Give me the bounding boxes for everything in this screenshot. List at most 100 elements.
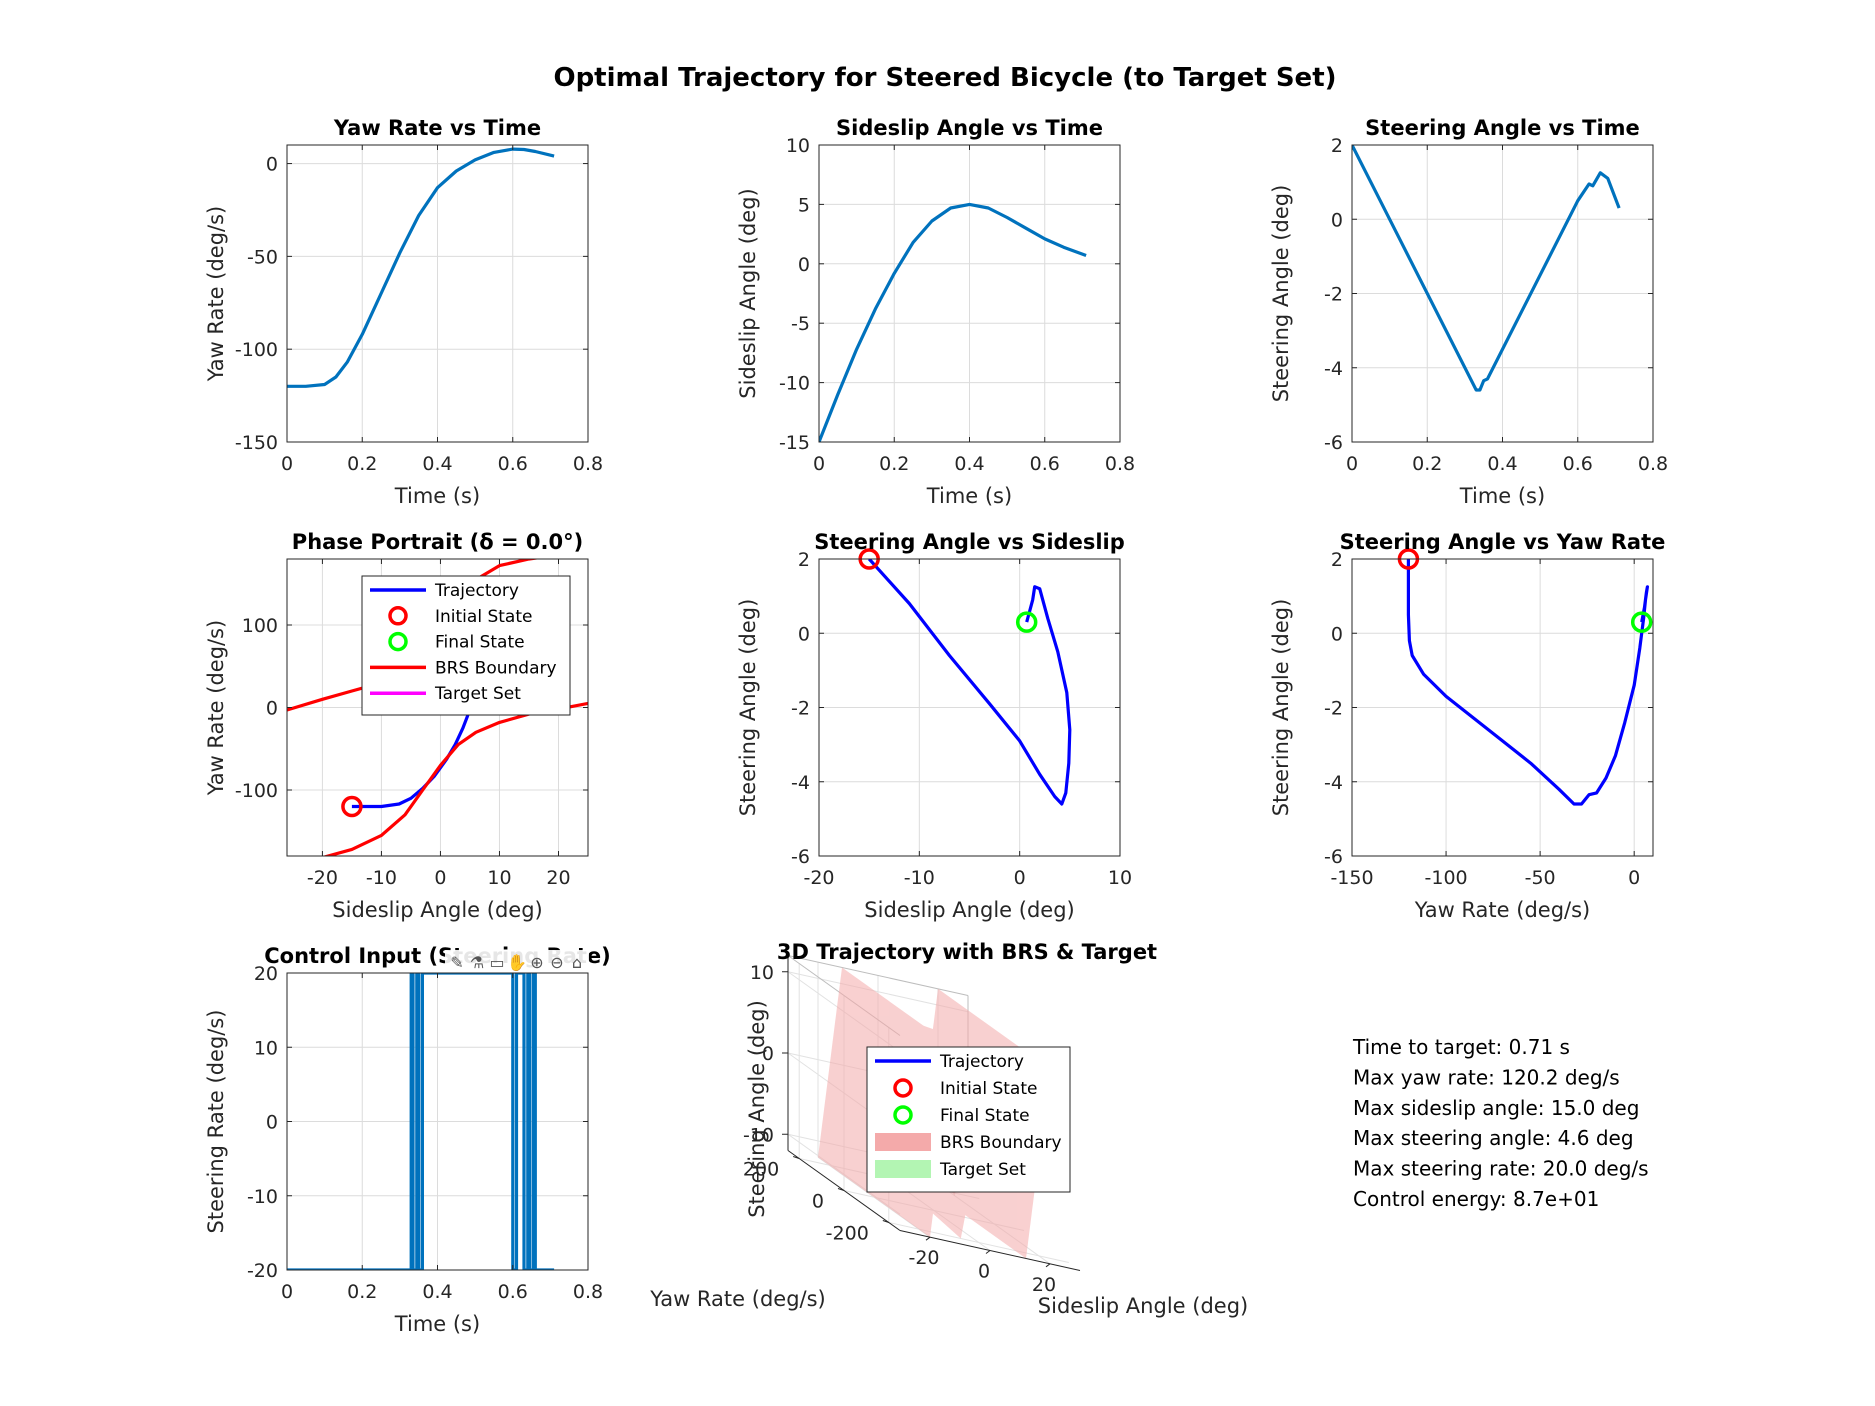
x-axis-label: Sideslip Angle (deg) bbox=[864, 898, 1074, 922]
x-tick-label: -100 bbox=[1425, 867, 1468, 889]
x-tick-label: 0 bbox=[978, 1261, 990, 1283]
axes-toolbar[interactable]: ✎ ⚗ ▭ ✋ ⊕ ⊖ ⌂ bbox=[445, 950, 589, 972]
y-tick-label: -6 bbox=[791, 846, 810, 868]
legend-entry: Final State bbox=[435, 633, 525, 653]
y-tick-label: -4 bbox=[1324, 358, 1343, 380]
final-state-marker bbox=[1630, 611, 1653, 633]
x-tick-label: 0.2 bbox=[879, 453, 909, 475]
x-tick-label: 0.8 bbox=[573, 453, 603, 475]
legend-entry: Initial State bbox=[940, 1079, 1037, 1099]
x-tick-label: 0.6 bbox=[1563, 453, 1593, 475]
legend-entry: Target Set bbox=[939, 1160, 1026, 1180]
y-tick-label: 0 bbox=[812, 1191, 824, 1213]
y-tick-label: 200 bbox=[743, 1159, 779, 1181]
y-axis-label: Steering Angle (deg) bbox=[736, 599, 760, 817]
x-tick-label: 0 bbox=[813, 453, 825, 475]
x-tick-label: -10 bbox=[366, 867, 397, 889]
svg-text:⌂: ⌂ bbox=[572, 953, 582, 972]
y-tick-label: -2 bbox=[1324, 284, 1343, 306]
y-tick-label: -4 bbox=[1324, 772, 1343, 794]
x-tick-label: 0.8 bbox=[573, 1281, 603, 1303]
y-axis-label: Steering Angle (deg) bbox=[1269, 599, 1293, 817]
x-tick-label: 10 bbox=[487, 867, 511, 889]
y-tick-label: -6 bbox=[1324, 432, 1343, 454]
summary-line: Time to target: 0.71 s bbox=[1352, 1035, 1570, 1059]
y-tick-label: 2 bbox=[1331, 135, 1343, 157]
y-tick-label: -10 bbox=[779, 373, 810, 395]
x-tick-label: 0 bbox=[1014, 867, 1026, 889]
y-axis-label: Yaw Rate (deg/s) bbox=[204, 206, 228, 382]
x-tick-label: 0.4 bbox=[954, 453, 984, 475]
x-tick-label: 20 bbox=[1032, 1274, 1056, 1296]
y-tick-label: 0 bbox=[798, 623, 810, 645]
y-tick-label: 10 bbox=[786, 135, 810, 157]
y-tick-label: -2 bbox=[1324, 698, 1343, 720]
legend-entry: BRS Boundary bbox=[435, 658, 557, 678]
panel-title: Phase Portrait (δ = 0.0°) bbox=[292, 530, 583, 554]
y-axis-label: Steering Rate (deg/s) bbox=[204, 1010, 228, 1234]
summary-line: Max steering rate: 20.0 deg/s bbox=[1353, 1157, 1649, 1181]
svg-text:✎: ✎ bbox=[450, 953, 463, 972]
x-tick-label: -20 bbox=[908, 1247, 939, 1269]
x-tick-label: 0.6 bbox=[498, 1281, 528, 1303]
x-tick-label: 0 bbox=[434, 867, 446, 889]
series-line-0 bbox=[287, 147, 555, 388]
y-tick-label: -100 bbox=[235, 339, 278, 361]
y-tick-label: 2 bbox=[1331, 549, 1343, 571]
x-tick-label: 0 bbox=[281, 1281, 293, 1303]
x-tick-label: 20 bbox=[546, 867, 570, 889]
steer-panel: 0 0.2 0.4 0.6 0.8 -6 -4 -2 0 2 Steering Angle vs T… bbox=[1269, 116, 1668, 508]
y-tick-label: -15 bbox=[779, 432, 810, 454]
y-tick-label: -150 bbox=[235, 432, 278, 454]
svg-text:⊖: ⊖ bbox=[550, 953, 563, 972]
brush-icon[interactable]: ✎ bbox=[450, 953, 463, 972]
restore-view-icon[interactable]: ▭ bbox=[489, 953, 504, 972]
y-tick-label: -4 bbox=[791, 772, 810, 794]
x-tick-label: 0.2 bbox=[1412, 453, 1442, 475]
legend: Trajectory Initial State Final State BRS Bo… bbox=[361, 575, 571, 716]
y-tick-label: 0 bbox=[266, 698, 278, 720]
zoom-out-icon[interactable]: ⊖ bbox=[550, 953, 563, 972]
y-axis-label: Steering Angle (deg) bbox=[1269, 185, 1293, 403]
figure-title: Optimal Trajectory for Steered Bicycle (… bbox=[553, 63, 1336, 93]
x-axis-label: Time (s) bbox=[394, 484, 480, 508]
x-tick-label: -150 bbox=[1330, 867, 1373, 889]
x-axis-label: Sideslip Angle (deg) bbox=[332, 898, 542, 922]
x-tick-label: -10 bbox=[904, 867, 935, 889]
x-tick-label: 0.8 bbox=[1105, 453, 1135, 475]
series-line-0 bbox=[868, 559, 1072, 806]
panel-title: Steering Angle vs Yaw Rate bbox=[1340, 530, 1666, 554]
y-tick-label: 0 bbox=[798, 254, 810, 276]
x-tick-label: 10 bbox=[1108, 867, 1132, 889]
x-tick-label: -20 bbox=[803, 867, 834, 889]
home-icon[interactable]: ⌂ bbox=[572, 953, 582, 972]
final-state-marker bbox=[1015, 611, 1038, 633]
series-line-0 bbox=[1352, 145, 1621, 392]
x-tick-label: 0.8 bbox=[1638, 453, 1668, 475]
zoom-in-icon[interactable]: ⊕ bbox=[530, 953, 543, 972]
panel-title: Steering Angle vs Sideslip bbox=[814, 530, 1125, 554]
pan-icon[interactable]: ✋ bbox=[507, 953, 527, 972]
x-axis-label: Yaw Rate (deg/s) bbox=[1414, 898, 1590, 922]
legend-entry: Trajectory bbox=[939, 1052, 1024, 1072]
series-line-0 bbox=[819, 202, 1087, 442]
x-axis-label: Time (s) bbox=[926, 484, 1012, 508]
data-tips-icon[interactable]: ⚗ bbox=[470, 953, 484, 972]
summary-stats: Time to target: 0.71 s Max yaw rate: 120.… bbox=[1352, 1035, 1649, 1211]
x-tick-label: 0.6 bbox=[1030, 453, 1060, 475]
series-line-0 bbox=[287, 973, 555, 1270]
svg-text:⚗: ⚗ bbox=[470, 953, 484, 972]
x-tick-label: 0.4 bbox=[422, 1281, 452, 1303]
y-tick-label: 20 bbox=[254, 963, 278, 985]
z-tick-label: 10 bbox=[750, 962, 774, 984]
legend-entry: Initial State bbox=[435, 607, 532, 627]
x-tick-label: 0.2 bbox=[347, 453, 377, 475]
svg-text:▭: ▭ bbox=[489, 953, 504, 972]
svg-text:⊕: ⊕ bbox=[530, 953, 543, 972]
y-axis-label: Sideslip Angle (deg) bbox=[736, 188, 760, 398]
y-axis-label: Yaw Rate (deg/s) bbox=[649, 1287, 825, 1311]
y-tick-label: 2 bbox=[798, 549, 810, 571]
